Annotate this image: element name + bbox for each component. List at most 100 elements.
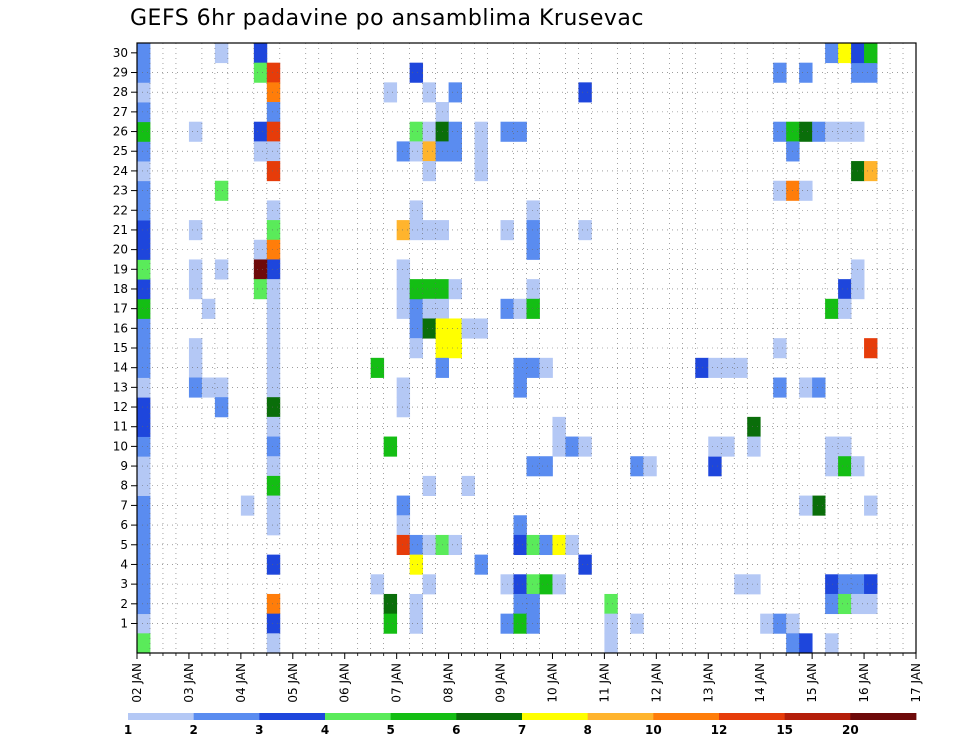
heatmap-cell [422,534,437,556]
heatmap-cell [137,593,151,615]
heatmap-cell [396,515,411,536]
x-tick-label: 14 JAN [753,663,767,703]
heatmap-cell [409,613,424,634]
y-tick-label: 28 [113,85,128,99]
heatmap-cell [838,298,852,319]
heatmap-cell [266,200,281,221]
heatmap-cell [409,200,424,221]
legend-swatch [653,713,720,720]
x-tick-label: 13 JAN [701,663,715,703]
heatmap-cell [137,259,151,280]
heatmap-cell [552,416,566,437]
heatmap-cell [137,613,151,634]
heatmap-cell [448,121,462,142]
heatmap-cell [526,279,540,300]
heatmap-cell [695,357,709,378]
heatmap-cell [383,436,398,457]
heatmap-cell [474,121,488,142]
x-tick-label: 03 JAN [182,663,196,703]
heatmap-cell [253,62,268,83]
heatmap-cell [526,534,540,556]
heatmap-cell [188,377,203,398]
heatmap-cell [799,121,813,142]
heatmap-cell [526,357,540,378]
heatmap-cell [214,397,229,418]
heatmap-cell [188,338,203,359]
heatmap-cells [137,43,878,654]
heatmap-cell [396,220,411,241]
heatmap-cell [825,574,839,595]
heatmap-cell [474,554,488,575]
heatmap-cell [825,436,839,457]
heatmap-cell [137,43,151,64]
legend-swatch [325,713,392,720]
heatmap-cell [137,298,151,319]
heatmap-cell [266,416,281,437]
heatmap-cell [513,298,527,319]
x-tick-label: 11 JAN [597,663,611,703]
heatmap-cell [266,220,281,241]
heatmap-cell [539,574,553,595]
heatmap-cell [266,161,281,182]
heatmap-cell [773,377,787,398]
heatmap-cell [526,613,540,634]
heatmap-cell [266,633,281,654]
heatmap-cell [137,62,151,83]
heatmap-cell [409,141,424,162]
heatmap-cell [409,593,424,615]
heatmap-cell [253,259,268,280]
legend-label: 15 [776,723,793,737]
heatmap-cell [747,416,761,437]
heatmap-cell [864,593,878,615]
y-tick-label: 27 [113,105,128,119]
heatmap-cell [422,141,437,162]
legend-swatch [193,713,260,720]
heatmap-cell [786,633,800,654]
y-tick-label: 9 [120,459,128,473]
heatmap-cell [137,515,151,536]
heatmap-cell [137,554,151,575]
color-legend: 1 2 3 4 5 6 7 8 10 12 15 20 [124,713,917,737]
x-tick-label: 16 JAN [857,663,871,703]
heatmap-cell [266,318,281,339]
heatmap-cell [266,338,281,359]
x-tick-label: 08 JAN [442,663,456,703]
y-tick-label: 16 [113,321,128,335]
heatmap-cell [409,338,424,359]
heatmap-cell [266,515,281,536]
legend-label: 8 [583,723,591,737]
heatmap-cell [799,62,813,83]
heatmap-cell [422,121,437,142]
heatmap-cell [253,279,268,300]
legend-swatch [259,713,326,720]
y-axis: 1234567891011121314151617181920212223242… [113,46,137,630]
heatmap-cell [851,43,865,64]
heatmap-cell [188,259,203,280]
heatmap-cell [812,377,826,398]
heatmap-cell [773,338,787,359]
heatmap-cell [825,593,839,615]
y-tick-label: 1 [120,616,128,630]
heatmap-cell [137,475,151,496]
heatmap-cell [578,82,592,103]
legend-label: 5 [386,723,394,737]
heatmap-cell [513,377,527,398]
legend-label: 2 [189,723,197,737]
heatmap-cell [201,298,216,319]
heatmap-cell [474,161,488,182]
x-tick-label: 10 JAN [545,663,559,703]
heatmap-cell [396,495,411,516]
heatmap-cell [137,220,151,241]
legend-swatch [128,713,195,720]
y-tick-label: 23 [113,184,128,198]
heatmap-cell [266,141,281,162]
heatmap-cell [474,141,488,162]
heatmap-cell [552,534,566,556]
heatmap-cell [188,121,203,142]
heatmap-cell [825,633,839,654]
heatmap-cell [137,82,151,103]
heatmap-cell [137,121,151,142]
heatmap-cell [513,121,527,142]
heatmap-cell [137,338,151,359]
